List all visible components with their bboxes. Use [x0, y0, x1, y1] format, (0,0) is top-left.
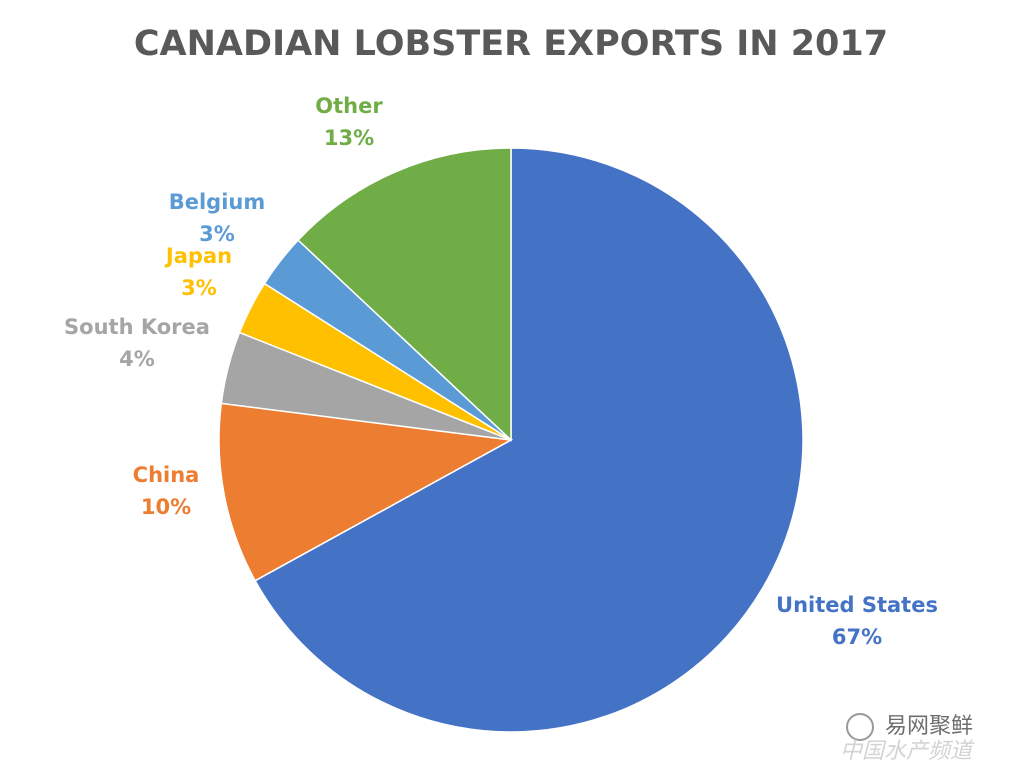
slice-label: Other [315, 94, 383, 118]
slice-value-label: 4% [119, 347, 155, 371]
slice-value-label: 3% [181, 276, 217, 300]
watermark-icon [846, 713, 874, 741]
watermark-name: 易网聚鲜 [885, 714, 973, 739]
watermark-subtitle: 中国水产频道 [840, 739, 975, 764]
slice-label: China [133, 463, 200, 487]
watermark: 易网聚鲜 中国水产频道 [840, 713, 975, 764]
chart-title: CANADIAN LOBSTER EXPORTS IN 2017 [134, 24, 888, 64]
pie-slice [297, 147, 512, 442]
pie [218, 147, 804, 733]
slice-value-label: 67% [832, 625, 882, 649]
slice-value-label: 10% [141, 495, 191, 519]
slice-label: United States [776, 593, 938, 617]
slice-label: Japan [164, 244, 232, 268]
slice-value-label: 13% [324, 126, 374, 150]
slice-label: South Korea [64, 315, 210, 339]
pie-slice [218, 402, 514, 582]
pie-slice [254, 147, 804, 733]
slice-value-label: 3% [199, 222, 235, 246]
slice-label: Belgium [169, 190, 266, 214]
